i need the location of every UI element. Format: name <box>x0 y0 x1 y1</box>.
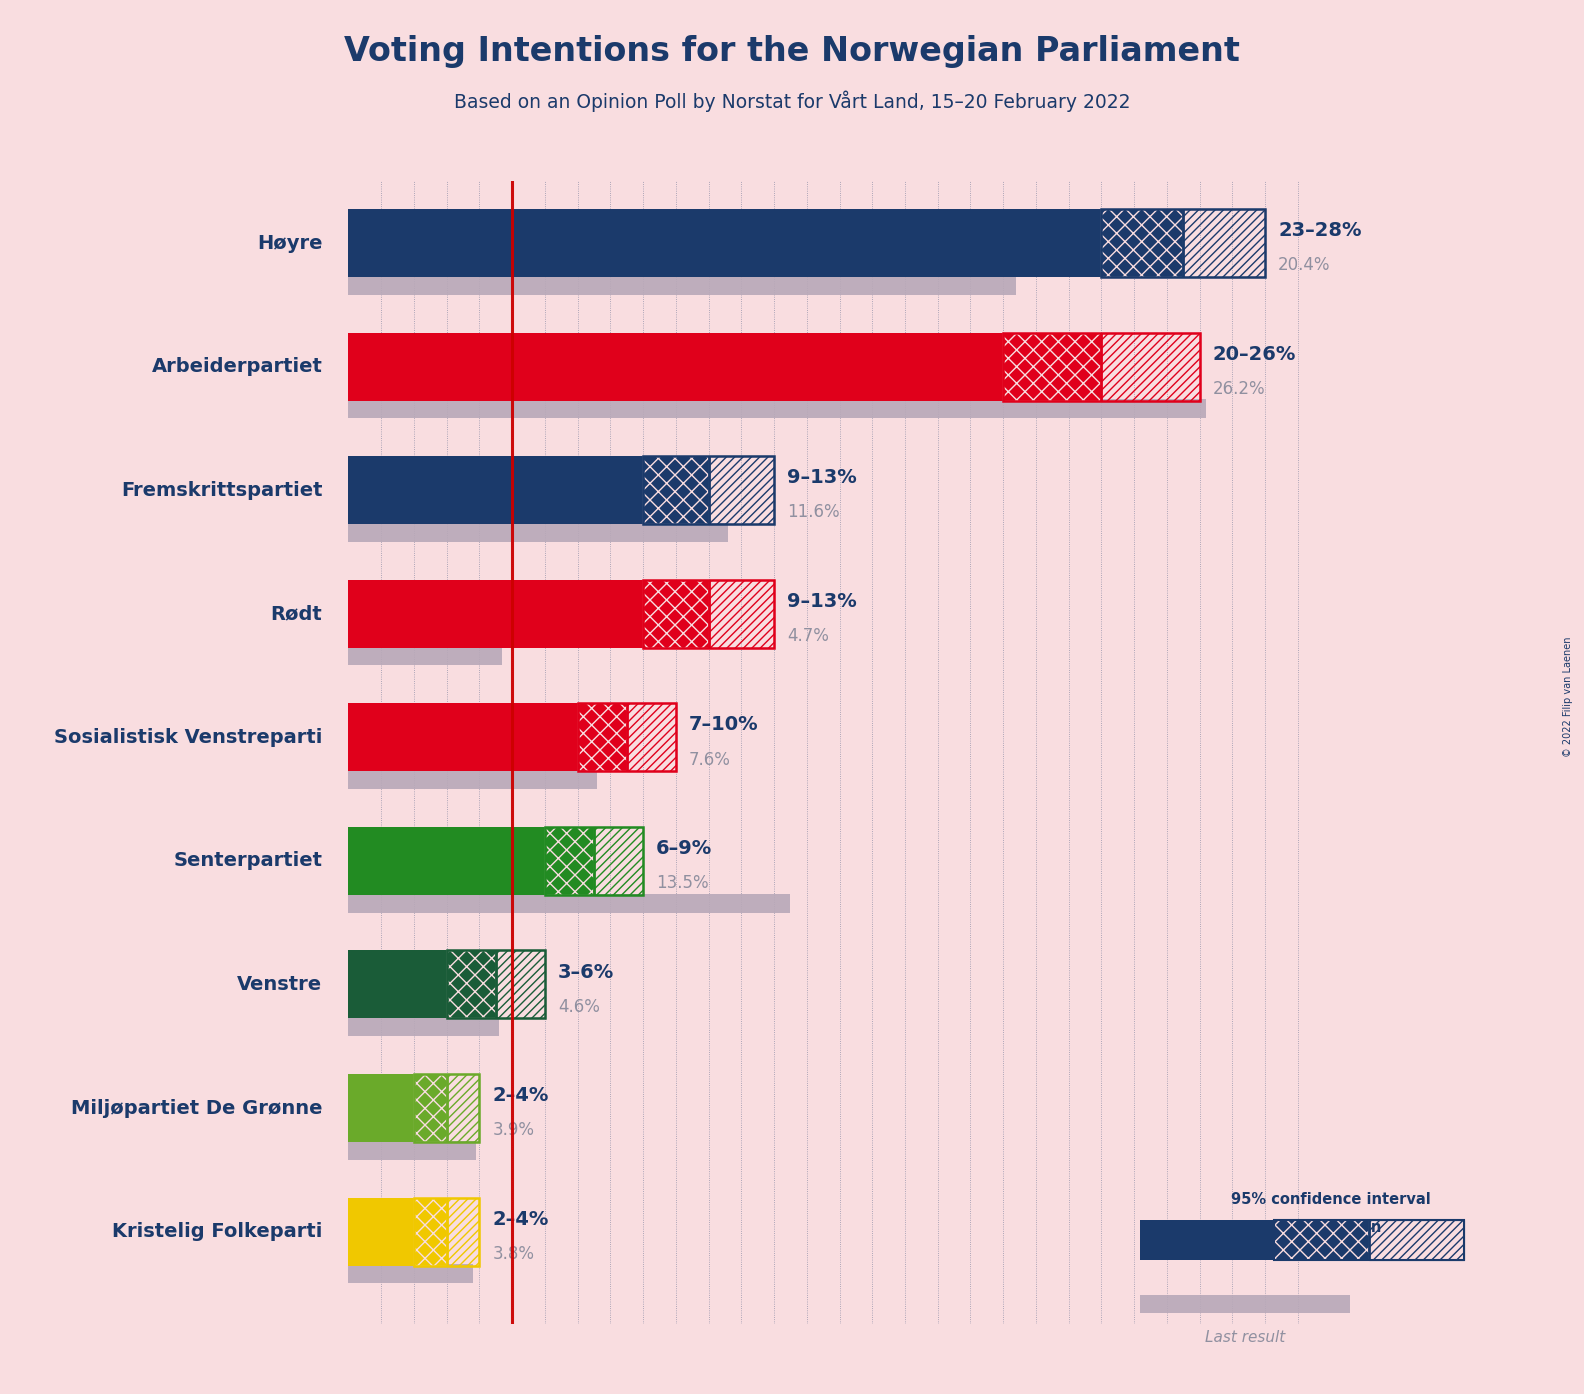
Text: 9–13%: 9–13% <box>787 468 857 488</box>
Bar <box>1140 1220 1274 1260</box>
Bar <box>447 1197 480 1266</box>
Bar <box>594 827 643 895</box>
Bar <box>1274 1220 1369 1260</box>
Bar <box>1003 333 1101 400</box>
Text: 2–4%: 2–4% <box>493 1210 550 1228</box>
Bar <box>578 704 676 771</box>
Bar <box>348 894 790 913</box>
Text: 4.6%: 4.6% <box>558 998 600 1016</box>
Text: 20–26%: 20–26% <box>1213 344 1296 364</box>
Bar <box>627 704 676 771</box>
Bar <box>348 1018 499 1036</box>
Text: 13.5%: 13.5% <box>656 874 708 892</box>
Bar <box>413 1073 447 1142</box>
Bar <box>348 827 545 895</box>
Bar <box>1003 333 1199 400</box>
Bar <box>1140 1295 1350 1313</box>
Bar <box>1183 209 1266 277</box>
Bar <box>447 951 545 1019</box>
Bar <box>708 580 775 648</box>
Bar <box>496 951 545 1019</box>
Bar <box>643 456 775 524</box>
Bar <box>348 704 578 771</box>
Bar <box>447 1073 480 1142</box>
Text: 3–6%: 3–6% <box>558 963 615 981</box>
Text: Based on an Opinion Poll by Norstat for Vårt Land, 15–20 February 2022: Based on an Opinion Poll by Norstat for … <box>453 91 1131 112</box>
Bar <box>1274 1220 1464 1260</box>
Bar <box>348 951 447 1019</box>
Bar <box>348 647 502 665</box>
Bar <box>643 580 708 648</box>
Bar <box>447 951 496 1019</box>
Bar <box>1101 333 1199 400</box>
Bar <box>643 456 708 524</box>
Text: Venstre: Venstre <box>238 974 322 994</box>
Text: 20.4%: 20.4% <box>1278 256 1331 275</box>
Text: © 2022 Filip van Laenen: © 2022 Filip van Laenen <box>1563 637 1573 757</box>
Text: 9–13%: 9–13% <box>787 592 857 611</box>
Bar <box>348 1264 474 1284</box>
Bar <box>708 456 775 524</box>
Bar <box>578 704 627 771</box>
Bar <box>348 1073 413 1142</box>
Bar <box>348 456 643 524</box>
Text: 26.2%: 26.2% <box>1213 379 1266 397</box>
Text: Fremskrittspartiet: Fremskrittspartiet <box>120 481 322 499</box>
Bar <box>348 769 597 789</box>
Text: with median: with median <box>1280 1220 1381 1235</box>
Text: Kristelig Folkeparti: Kristelig Folkeparti <box>112 1223 322 1241</box>
Text: Miljøpartiet De Grønne: Miljøpartiet De Grønne <box>71 1098 322 1118</box>
Text: 7.6%: 7.6% <box>689 750 730 768</box>
Bar <box>413 1197 447 1266</box>
Text: 3.8%: 3.8% <box>493 1245 534 1263</box>
Text: Voting Intentions for the Norwegian Parliament: Voting Intentions for the Norwegian Parl… <box>344 35 1240 68</box>
Text: Sosialistisk Venstreparti: Sosialistisk Venstreparti <box>54 728 322 747</box>
Bar <box>348 399 1205 418</box>
Bar <box>348 523 729 542</box>
Text: 11.6%: 11.6% <box>787 503 840 521</box>
Text: 23–28%: 23–28% <box>1278 222 1362 240</box>
Bar <box>348 1197 413 1266</box>
Bar <box>643 580 775 648</box>
Bar <box>1101 209 1266 277</box>
Bar <box>348 276 1017 294</box>
Text: 95% confidence interval: 95% confidence interval <box>1231 1192 1430 1207</box>
Text: 6–9%: 6–9% <box>656 839 713 859</box>
Bar <box>1369 1220 1464 1260</box>
Text: 2–4%: 2–4% <box>493 1086 550 1105</box>
Bar <box>413 1197 480 1266</box>
Text: 3.9%: 3.9% <box>493 1121 534 1139</box>
Bar <box>348 580 643 648</box>
Bar <box>413 1073 480 1142</box>
Bar <box>545 827 643 895</box>
Text: Arbeiderpartiet: Arbeiderpartiet <box>152 357 322 376</box>
Bar <box>1101 209 1183 277</box>
Text: Rødt: Rødt <box>271 604 322 623</box>
Text: Høyre: Høyre <box>257 234 322 252</box>
Bar <box>348 333 1003 400</box>
Bar <box>348 209 1101 277</box>
Bar <box>545 827 594 895</box>
Text: Senterpartiet: Senterpartiet <box>173 852 322 870</box>
Text: 4.7%: 4.7% <box>787 627 828 645</box>
Bar <box>348 1140 477 1160</box>
Text: 7–10%: 7–10% <box>689 715 759 735</box>
Text: Last result: Last result <box>1205 1330 1285 1345</box>
